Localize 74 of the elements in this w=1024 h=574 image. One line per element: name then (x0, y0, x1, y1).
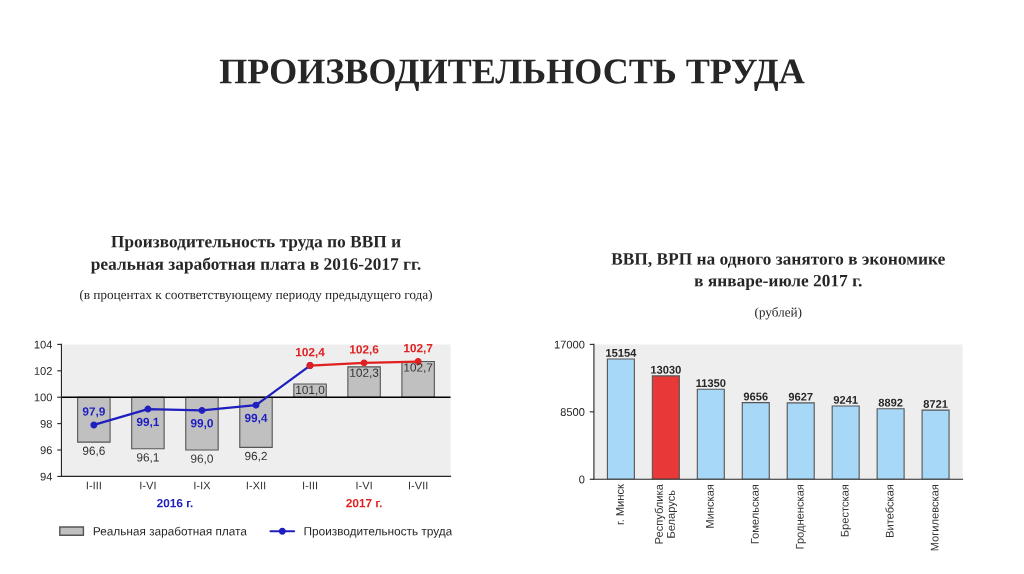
data-label: 102,6 (350, 345, 379, 356)
legend-label: Производительность труда (304, 527, 453, 538)
text: 2016 г. (157, 498, 193, 508)
x-tick-label: I-VI (356, 481, 372, 490)
y-tick-label: 100 (34, 393, 52, 402)
chart-subtitle: (в процентах к соответствующему периоду предыдущего года) (80, 289, 432, 302)
bar (347, 366, 381, 398)
point (360, 359, 368, 367)
y-tick-label: 94 (40, 472, 53, 481)
y-tick-label: 8500 (560, 408, 585, 416)
x-tick-label: I-III (303, 481, 318, 490)
x-tick-label: Брестская (840, 484, 851, 537)
bar (651, 375, 680, 480)
y-tick-label: 104 (34, 340, 53, 349)
x-tick-label: Гомельская (750, 484, 759, 544)
point (144, 405, 152, 413)
bar (131, 396, 165, 450)
data-label: 11350 (696, 379, 726, 388)
chart-title: Производительность труда по ВВП и реальная заработная плата в 2016-2017 гг. (90, 235, 421, 274)
x-tick-label: I-III (86, 481, 101, 490)
x-tick-label: Минская (706, 484, 714, 528)
x-tick-label: I-VII (408, 481, 428, 490)
bar (786, 402, 815, 480)
chart-title: ВВП, ВРП на одного занятого в экономике в январе-июле 2017 г. (611, 253, 945, 291)
bar (185, 396, 219, 451)
data-label: 13030 (651, 365, 681, 374)
x-tick-label: Витебская (885, 484, 894, 537)
data-label: 96,0 (191, 454, 213, 465)
y-tick-label: 0 (579, 475, 585, 484)
bar (696, 388, 725, 480)
data-label: 99,0 (190, 419, 213, 430)
x-tick-label: Республика Беларусь (654, 484, 678, 544)
bar (606, 358, 635, 480)
data-label: 97,9 (82, 407, 105, 418)
data-label: 101,0 (296, 385, 325, 396)
data-label: 99,1 (136, 417, 160, 428)
y-tick-label: 102 (34, 367, 52, 375)
bar (921, 409, 950, 480)
bar (831, 405, 860, 480)
x-tick-label: Гродненская (795, 484, 806, 549)
text: ПРОИЗВОДИТЕЛЬНОСТЬ ТРУДА (219, 59, 805, 91)
data-label: 15154 (606, 349, 637, 357)
x-tick-label: I-XII (246, 481, 266, 490)
data-label: 9241 (833, 395, 858, 404)
x-tick-label: г. Минск (616, 484, 624, 525)
x-tick-label: I-VI (140, 481, 156, 490)
legend-label: Реальная заработная плата (93, 526, 247, 538)
point (198, 406, 206, 414)
x-tick-label: I-IX (194, 481, 211, 490)
data-label: 99,4 (244, 413, 268, 424)
y-tick-label: 96 (40, 446, 52, 455)
data-label: 102,7 (404, 363, 433, 374)
y-tick-label: 17000 (554, 340, 585, 349)
text: 2017 г. (346, 498, 382, 508)
bar (876, 408, 905, 480)
bar (401, 361, 435, 398)
data-label: 9656 (743, 392, 768, 401)
data-label: 8892 (878, 398, 903, 407)
data-label: 9627 (788, 392, 813, 401)
chart-subtitle: (рублей) (755, 307, 802, 320)
point (252, 401, 260, 409)
data-label: 96,1 (136, 453, 159, 463)
data-label: 102,7 (404, 343, 433, 354)
bar (741, 402, 770, 480)
data-label: 96,6 (82, 446, 105, 457)
y-tick-label: 98 (40, 419, 52, 428)
data-label: 8721 (923, 400, 948, 408)
data-label: 96,2 (245, 451, 267, 462)
bar (239, 396, 273, 448)
x-tick-label: Могилевская (930, 484, 939, 551)
data-label: 102,3 (350, 368, 379, 379)
bar (77, 396, 111, 443)
data-label: 102,4 (296, 347, 325, 358)
point (90, 421, 98, 429)
